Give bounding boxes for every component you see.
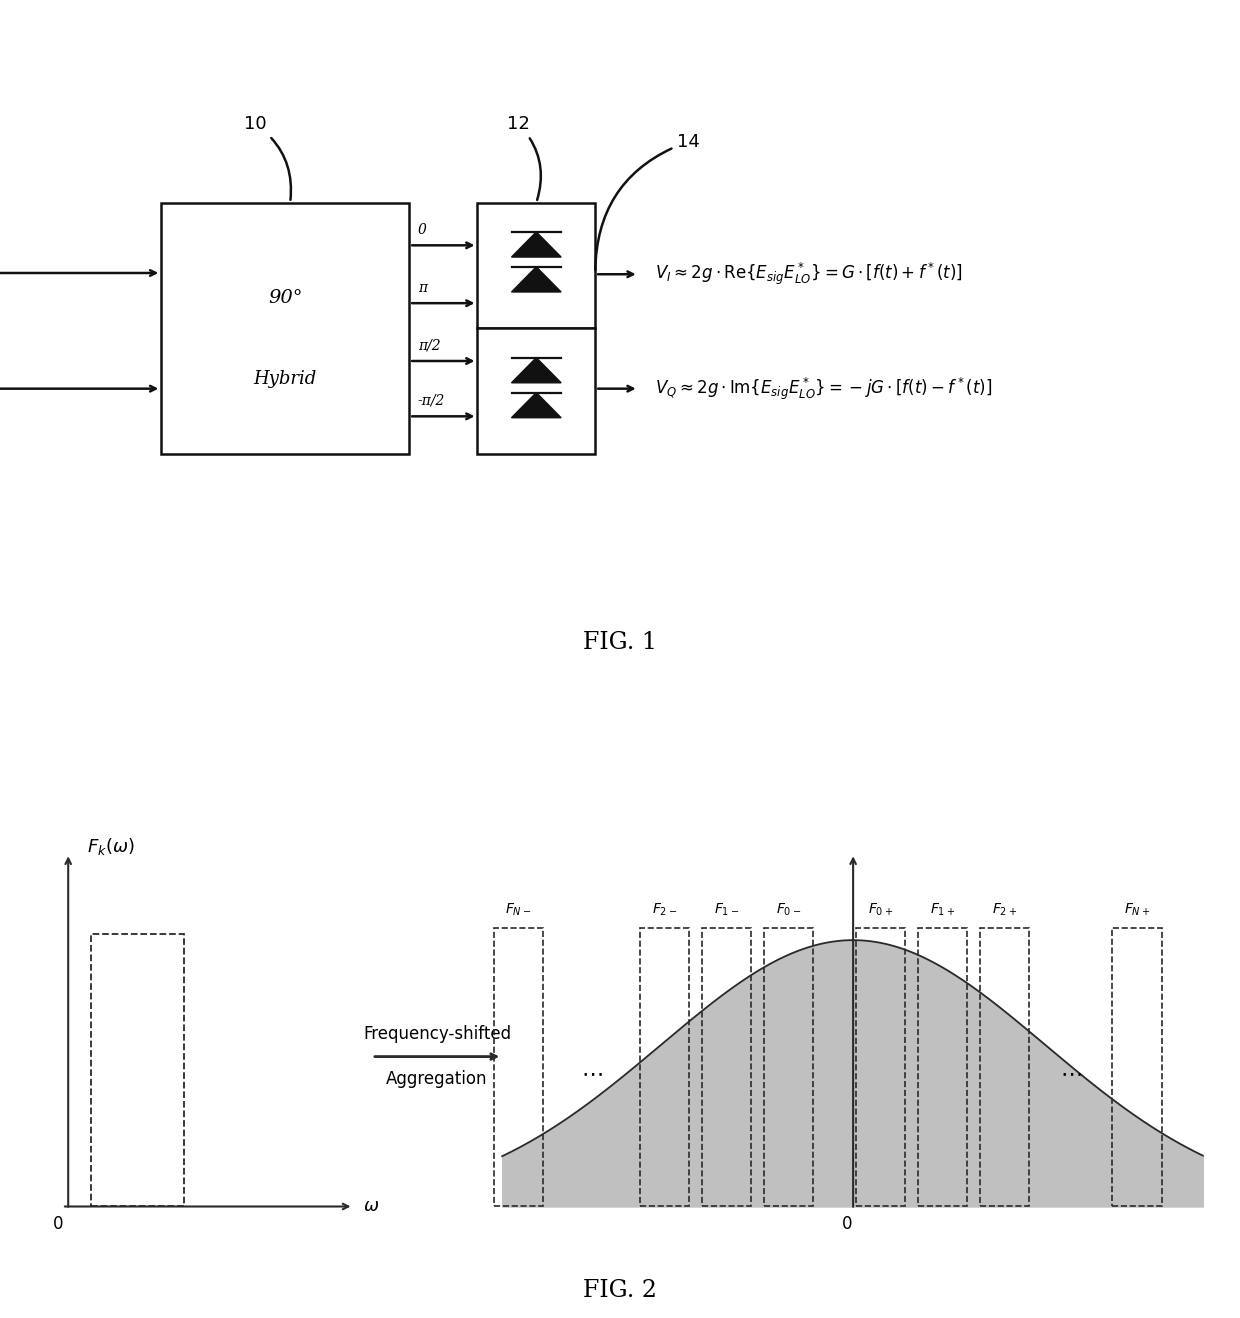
Text: FIG. 1: FIG. 1 xyxy=(583,631,657,654)
Text: Hybrid: Hybrid xyxy=(253,369,317,387)
Text: $\cdots$: $\cdots$ xyxy=(580,1062,603,1082)
Polygon shape xyxy=(511,393,560,418)
Text: $F_{N-}$: $F_{N-}$ xyxy=(505,902,532,919)
Text: $F_{1-}$: $F_{1-}$ xyxy=(714,902,739,919)
Text: Aggregation: Aggregation xyxy=(387,1070,487,1089)
Text: $V_I \approx 2g\cdot\mathrm{Re}\{E_{sig}E_{LO}^*\} = G\cdot[f(t) + f^*(t)]$: $V_I \approx 2g\cdot\mathrm{Re}\{E_{sig}… xyxy=(655,261,962,287)
Bar xyxy=(477,203,595,328)
Text: 12: 12 xyxy=(507,115,541,200)
Bar xyxy=(161,203,409,453)
Text: $F_{1+}$: $F_{1+}$ xyxy=(930,902,955,919)
Bar xyxy=(640,928,689,1206)
Text: π: π xyxy=(418,281,427,295)
Text: 90°: 90° xyxy=(268,289,303,307)
Polygon shape xyxy=(511,232,560,257)
Text: $V_Q \approx 2g\cdot\mathrm{Im}\{E_{sig}E_{LO}^*\} = -jG\cdot[f(t) - f^*(t)]$: $V_Q \approx 2g\cdot\mathrm{Im}\{E_{sig}… xyxy=(655,376,992,402)
Text: $F_k(\omega)$: $F_k(\omega)$ xyxy=(87,836,134,857)
Text: $\cdots$: $\cdots$ xyxy=(1060,1062,1081,1082)
Text: $F_{0-}$: $F_{0-}$ xyxy=(776,902,801,919)
Bar xyxy=(477,328,595,453)
Text: 0: 0 xyxy=(53,1215,63,1232)
Text: π/2: π/2 xyxy=(418,339,440,353)
Bar xyxy=(1112,928,1162,1206)
Text: 0: 0 xyxy=(418,223,427,237)
Text: -π/2: -π/2 xyxy=(418,394,445,409)
Text: FIG. 2: FIG. 2 xyxy=(583,1278,657,1302)
Text: $F_{2+}$: $F_{2+}$ xyxy=(992,902,1017,919)
Text: 10: 10 xyxy=(244,115,291,200)
Bar xyxy=(918,928,967,1206)
Bar xyxy=(91,934,184,1206)
Text: $F_{N+}$: $F_{N+}$ xyxy=(1123,902,1151,919)
Text: 14: 14 xyxy=(595,133,699,270)
Polygon shape xyxy=(511,357,560,382)
Text: 0: 0 xyxy=(842,1215,852,1232)
Text: Frequency-shifted: Frequency-shifted xyxy=(363,1025,511,1043)
Bar xyxy=(764,928,813,1206)
Bar xyxy=(702,928,751,1206)
Bar xyxy=(856,928,905,1206)
Text: $F_{2-}$: $F_{2-}$ xyxy=(652,902,677,919)
Bar xyxy=(980,928,1029,1206)
Text: $F_{0+}$: $F_{0+}$ xyxy=(868,902,893,919)
Bar xyxy=(494,928,543,1206)
Text: $\omega$: $\omega$ xyxy=(363,1198,379,1215)
Polygon shape xyxy=(511,266,560,293)
